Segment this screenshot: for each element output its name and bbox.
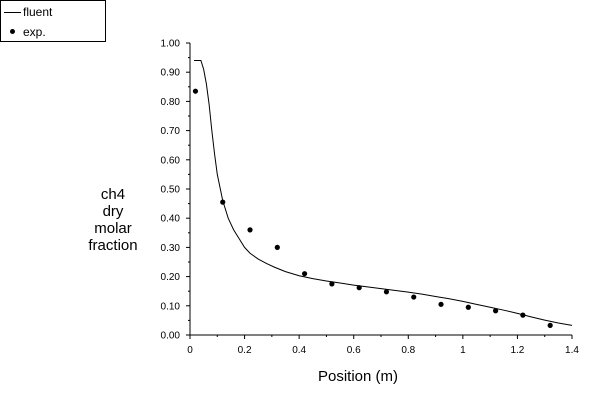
y-axis-label-line: ch4 (100, 186, 126, 203)
legend: fluent exp. (0, 0, 106, 42)
data-point-exp (356, 285, 362, 291)
data-point-exp (274, 244, 280, 250)
y-tick-label: 0.70 (161, 126, 181, 137)
x-ticks: 0 0.2 0.4 0.6 0.8 1 1.2 1.4 (187, 335, 579, 356)
x-tick-label: 0.2 (238, 345, 252, 356)
data-point-exp (383, 289, 390, 295)
axes (189, 43, 572, 336)
data-point-exp (465, 304, 471, 310)
y-tick-label: 0.10 (161, 301, 181, 312)
x-axis-label: Position (m) (318, 368, 399, 385)
y-axis-label-line: dry (102, 203, 124, 220)
y-axis-label-line: fraction (88, 237, 138, 254)
y-tick-label: 0.20 (161, 272, 181, 283)
x-tick-label: 0.8 (401, 345, 415, 356)
data-point-exp (520, 312, 526, 318)
series-layer (192, 60, 573, 328)
legend-label-fluent: fluent (23, 5, 53, 19)
y-tick-label: 0.50 (161, 185, 181, 196)
data-point-exp (547, 322, 553, 328)
data-point-exp (302, 271, 308, 277)
x-tick-label: 0.6 (347, 345, 361, 356)
legend-line-swatch (4, 12, 21, 13)
data-point-exp (329, 281, 335, 287)
x-tick-label: 0.4 (292, 345, 306, 356)
y-tick-label: 0.30 (161, 243, 181, 254)
y-tick-label: 1.00 (161, 39, 181, 50)
data-point-exp (493, 308, 499, 314)
data-point-exp (192, 88, 199, 94)
data-point-exp (247, 227, 253, 233)
y-ticks: 0.00 0.10 0.20 0.30 0.40 0.50 0.60 0.70 0.80 0.90… (161, 39, 190, 342)
x-tick-label: 0 (187, 345, 193, 356)
y-tick-label: 0.90 (161, 68, 181, 79)
legend-label-exp: exp. (23, 25, 46, 39)
legend-dot-swatch (10, 29, 15, 34)
data-point-exp (220, 199, 226, 205)
legend-item-fluent: fluent (1, 4, 105, 20)
y-tick-label: 0.80 (161, 97, 181, 108)
y-axis-label: ch4 dry molar fraction (78, 186, 148, 254)
data-point-exp (411, 294, 417, 300)
legend-item-exp: exp. (1, 24, 105, 40)
x-tick-label: 1 (460, 345, 466, 356)
series-line-fluent (194, 60, 573, 326)
x-tick-label: 1.4 (565, 345, 579, 356)
y-tick-label: 0.60 (161, 155, 181, 166)
data-point-exp (438, 301, 444, 307)
y-tick-label: 0.00 (161, 331, 181, 342)
y-axis-label-line: molar (94, 220, 132, 237)
x-tick-label: 1.2 (510, 345, 524, 356)
y-tick-label: 0.40 (161, 214, 181, 225)
